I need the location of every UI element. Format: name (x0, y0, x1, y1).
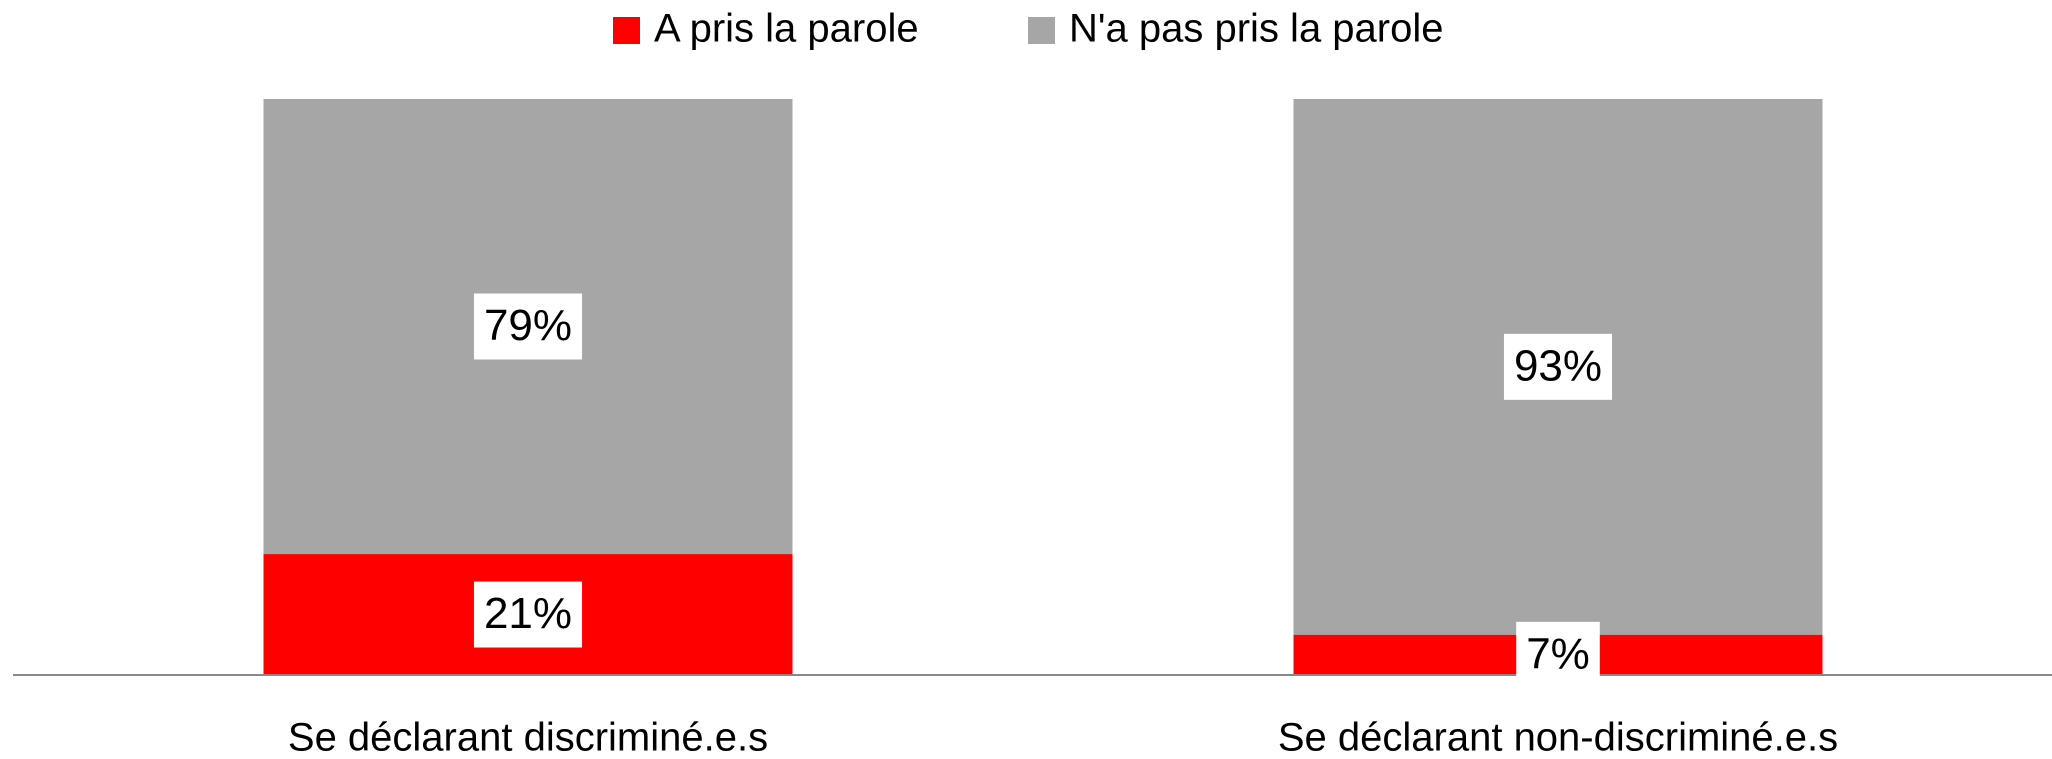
value-label: 21% (484, 589, 572, 638)
x-tick-label: Se déclarant discriminé.e.s (288, 716, 768, 759)
value-label-bg (473, 581, 583, 648)
legend-label: A pris la parole (654, 7, 919, 51)
value-label: 79% (484, 301, 572, 350)
x-tick-label: Se déclarant non-discriminé.e.s (1278, 716, 1838, 759)
value-label: 93% (1514, 341, 1602, 390)
value-label: 7% (1526, 629, 1590, 678)
legend-swatch (613, 17, 640, 44)
value-label-bg (473, 293, 583, 360)
legend-swatch (1028, 17, 1055, 44)
value-label-bg (1516, 621, 1600, 688)
legend-label: N'a pas pris la parole (1069, 7, 1444, 51)
value-label-bg (1503, 333, 1613, 400)
